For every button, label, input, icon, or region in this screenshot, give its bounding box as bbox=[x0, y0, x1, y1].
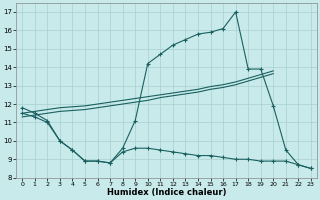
X-axis label: Humidex (Indice chaleur): Humidex (Indice chaleur) bbox=[107, 188, 226, 197]
